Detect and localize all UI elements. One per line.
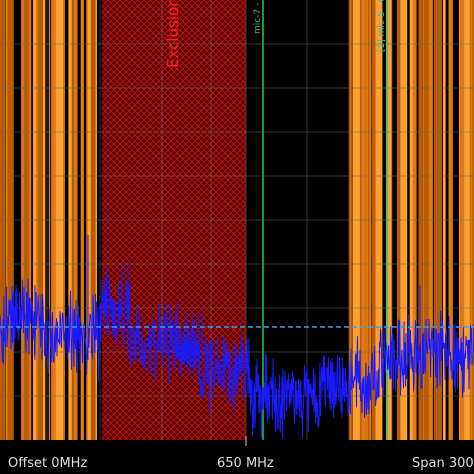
- exclusion-label: Exclusion: [164, 0, 182, 68]
- marker-label-mic-5: [1] mic-5 - G: [377, 0, 387, 52]
- grid: [0, 0, 474, 440]
- offset-label: Offset 0MHz: [8, 456, 87, 471]
- frequency-axis-bar: [0, 442, 474, 474]
- marker-label-mic-7: mic-7 -: [253, 3, 263, 34]
- span-label: Span 300M: [412, 456, 474, 471]
- center-frequency-label: 650 MHz: [217, 456, 274, 471]
- spectrum-trace: [0, 235, 474, 439]
